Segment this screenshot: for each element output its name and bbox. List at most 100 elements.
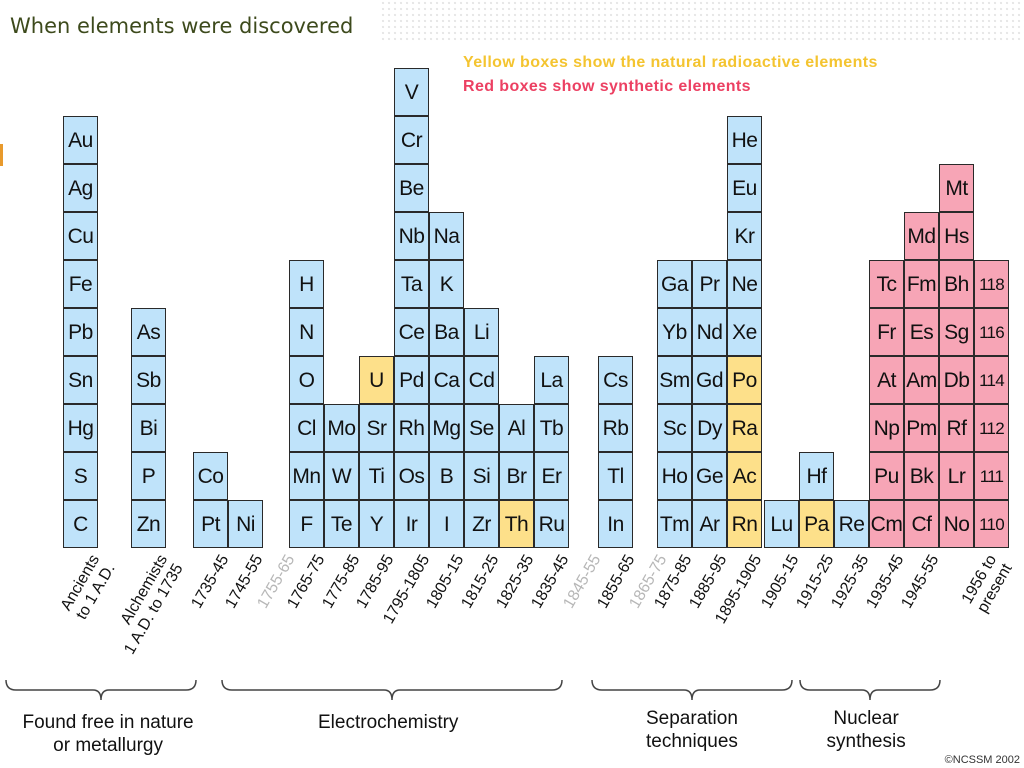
element-box-v: V <box>394 68 429 116</box>
element-box-114: 114 <box>974 356 1009 404</box>
element-box-as: As <box>131 308 166 356</box>
element-box-db: Db <box>939 356 974 404</box>
element-box-bi: Bi <box>131 404 166 452</box>
group-label: Nuclear synthesis <box>826 708 906 752</box>
element-box-la: La <box>534 356 569 404</box>
element-box-ac: Ac <box>727 452 762 500</box>
element-box-np: Np <box>869 404 904 452</box>
element-box-rb: Rb <box>598 404 633 452</box>
element-box-y: Y <box>359 500 394 548</box>
element-box-ag: Ag <box>63 164 98 212</box>
element-box-c: C <box>63 500 98 548</box>
element-box-ga: Ga <box>657 260 692 308</box>
page-title: When elements were discovered <box>10 14 354 38</box>
element-box-u: U <box>359 356 394 404</box>
element-box-md: Md <box>904 212 939 260</box>
element-box-sb: Sb <box>131 356 166 404</box>
element-box-116: 116 <box>974 308 1009 356</box>
element-box-hf: Hf <box>799 452 834 500</box>
element-box-os: Os <box>394 452 429 500</box>
element-box-al: Al <box>499 404 534 452</box>
element-box-i: I <box>429 500 464 548</box>
group-bracket <box>591 679 793 701</box>
element-box-mt: Mt <box>939 164 974 212</box>
element-box-na: Na <box>429 212 464 260</box>
element-box-h: H <box>289 260 324 308</box>
element-box-cu: Cu <box>63 212 98 260</box>
element-box-p: P <box>131 452 166 500</box>
element-box-ca: Ca <box>429 356 464 404</box>
period-label: 1956 to present <box>958 552 1016 616</box>
element-box-lr: Lr <box>939 452 974 500</box>
element-box-118: 118 <box>974 260 1009 308</box>
period-label: Alchemists 1 A.D. to 1735 <box>117 552 187 658</box>
element-box-nd: Nd <box>692 308 727 356</box>
element-box-sr: Sr <box>359 404 394 452</box>
element-box-am: Am <box>904 356 939 404</box>
element-box-si: Si <box>464 452 499 500</box>
element-box-rf: Rf <box>939 404 974 452</box>
element-box-es: Es <box>904 308 939 356</box>
period-label: Ancients to 1 A.D. <box>57 552 119 623</box>
element-box-cd: Cd <box>464 356 499 404</box>
element-box-pt: Pt <box>193 500 228 548</box>
element-box-sc: Sc <box>657 404 692 452</box>
element-box-br: Br <box>499 452 534 500</box>
element-box-cr: Cr <box>394 116 429 164</box>
element-box-th: Th <box>499 500 534 548</box>
element-box-zr: Zr <box>464 500 499 548</box>
element-box-110: 110 <box>974 500 1009 548</box>
element-box-ar: Ar <box>692 500 727 548</box>
element-box-hg: Hg <box>63 404 98 452</box>
element-box-bk: Bk <box>904 452 939 500</box>
slide-accent-marker <box>0 144 3 166</box>
element-box-yb: Yb <box>657 308 692 356</box>
element-box-at: At <box>869 356 904 404</box>
element-box-ra: Ra <box>727 404 762 452</box>
legend-note-red: Red boxes show synthetic elements <box>463 78 751 95</box>
element-box-au: Au <box>63 116 98 164</box>
group-bracket <box>221 679 563 701</box>
element-box-111: 111 <box>974 452 1009 500</box>
element-box-tc: Tc <box>869 260 904 308</box>
element-box-b: B <box>429 452 464 500</box>
element-box-ir: Ir <box>394 500 429 548</box>
element-box-cs: Cs <box>598 356 633 404</box>
element-box-ta: Ta <box>394 260 429 308</box>
element-box-s: S <box>63 452 98 500</box>
group-bracket <box>5 679 197 701</box>
element-box-tb: Tb <box>534 404 569 452</box>
element-box-f: F <box>289 500 324 548</box>
group-label: Separation techniques <box>646 708 738 752</box>
element-box-ne: Ne <box>727 260 762 308</box>
element-box-zn: Zn <box>131 500 166 548</box>
element-box-xe: Xe <box>727 308 762 356</box>
element-box-fe: Fe <box>63 260 98 308</box>
element-box-pr: Pr <box>692 260 727 308</box>
element-box-gd: Gd <box>692 356 727 404</box>
element-box-pa: Pa <box>799 500 834 548</box>
element-box-lu: Lu <box>764 500 799 548</box>
element-box-be: Be <box>394 164 429 212</box>
element-box-te: Te <box>324 500 359 548</box>
element-box-eu: Eu <box>727 164 762 212</box>
element-box-dy: Dy <box>692 404 727 452</box>
element-box-nb: Nb <box>394 212 429 260</box>
group-label: Electrochemistry <box>318 712 459 733</box>
element-box-cm: Cm <box>869 500 904 548</box>
element-box-pm: Pm <box>904 404 939 452</box>
element-box-mo: Mo <box>324 404 359 452</box>
element-box-ti: Ti <box>359 452 394 500</box>
element-box-li: Li <box>464 308 499 356</box>
element-box-in: In <box>598 500 633 548</box>
element-box-no: No <box>939 500 974 548</box>
element-box-pd: Pd <box>394 356 429 404</box>
element-box-sg: Sg <box>939 308 974 356</box>
element-box-pu: Pu <box>869 452 904 500</box>
element-box-re: Re <box>834 500 869 548</box>
element-box-hs: Hs <box>939 212 974 260</box>
element-box-ru: Ru <box>534 500 569 548</box>
element-box-ce: Ce <box>394 308 429 356</box>
element-box-mg: Mg <box>429 404 464 452</box>
element-box-kr: Kr <box>727 212 762 260</box>
